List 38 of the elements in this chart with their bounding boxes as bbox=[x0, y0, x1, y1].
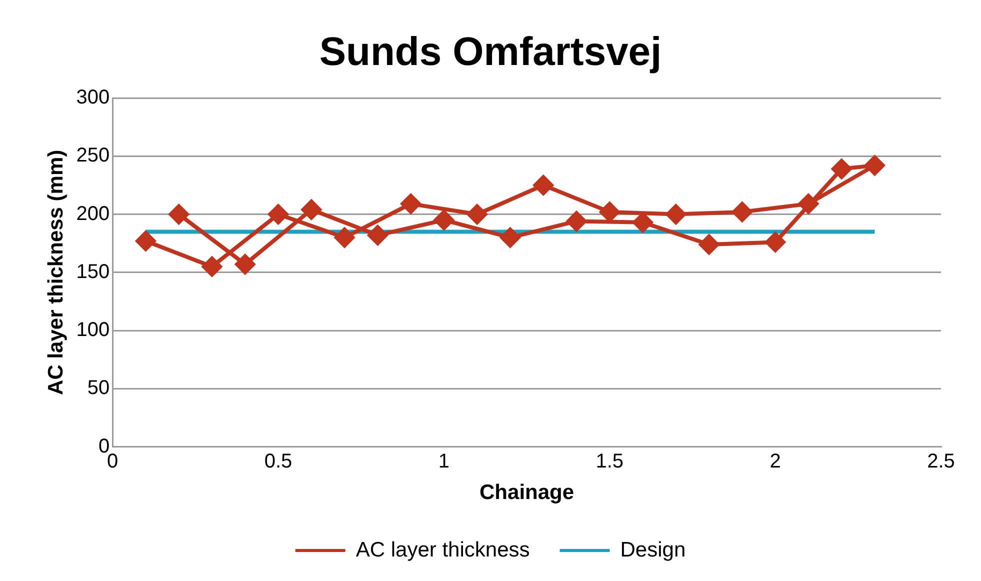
point bbox=[798, 194, 818, 214]
x-axis-title: Chainage bbox=[480, 481, 574, 504]
point bbox=[699, 234, 720, 254]
point bbox=[368, 225, 388, 246]
y-axis-title: AC layer thickness (mm) bbox=[44, 150, 68, 395]
point bbox=[666, 204, 686, 224]
legend-label: Design bbox=[620, 538, 686, 562]
point bbox=[864, 155, 885, 176]
y-tick-label: 150 bbox=[76, 260, 110, 283]
point bbox=[500, 228, 520, 248]
point bbox=[566, 211, 586, 232]
x-tick-label: 2 bbox=[770, 450, 781, 472]
point bbox=[467, 204, 488, 224]
y-tick-label: 250 bbox=[76, 144, 110, 167]
y-tick-label: 100 bbox=[76, 319, 110, 342]
point bbox=[202, 256, 222, 277]
x-tick-label: 2.5 bbox=[927, 450, 955, 472]
point bbox=[334, 228, 355, 248]
x-tick-label: 0.5 bbox=[264, 450, 292, 472]
point bbox=[136, 231, 156, 252]
point bbox=[533, 175, 554, 196]
point bbox=[434, 210, 454, 230]
y-tick-label: 300 bbox=[76, 86, 110, 109]
point bbox=[765, 232, 786, 252]
point bbox=[832, 158, 852, 179]
point bbox=[268, 204, 288, 224]
point bbox=[168, 204, 189, 224]
point bbox=[301, 200, 322, 220]
point bbox=[600, 202, 620, 222]
y-tick-label: 200 bbox=[76, 202, 110, 225]
x-tick-label: 1 bbox=[438, 450, 450, 472]
chart-title: Sunds Omfartsvej bbox=[319, 30, 662, 74]
point bbox=[235, 254, 256, 274]
legend-label: AC layer thickness bbox=[356, 538, 530, 562]
x-tick-label: 1.5 bbox=[596, 450, 624, 472]
point bbox=[732, 202, 752, 222]
y-tick-label: 50 bbox=[87, 377, 110, 400]
point bbox=[400, 194, 421, 214]
